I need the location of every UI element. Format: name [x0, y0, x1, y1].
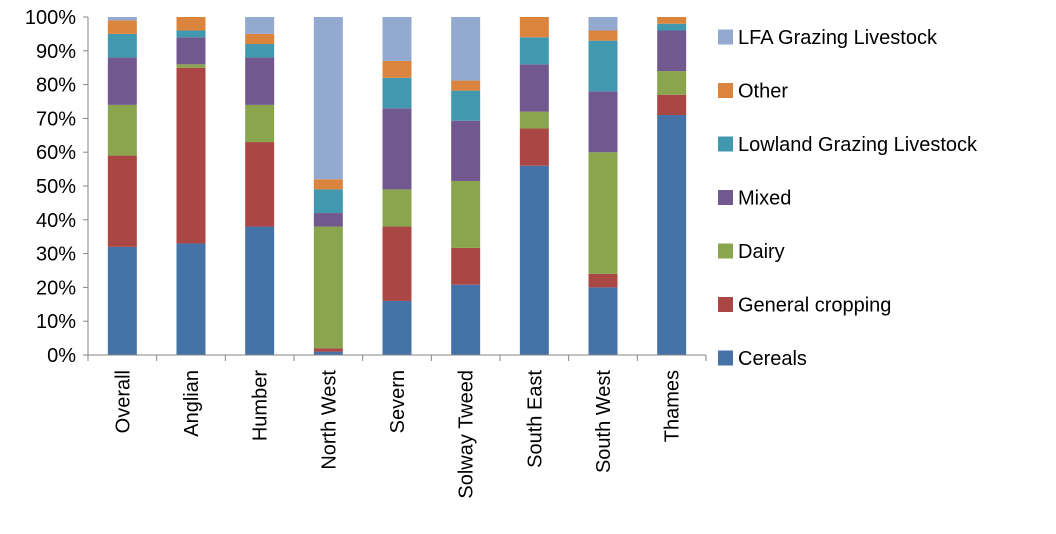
bar-segment-south-west-other: [588, 30, 618, 41]
bar-segment-south-west-mixed: [588, 91, 618, 153]
bar-segment-anglian-cereals: [176, 243, 206, 355]
legend: LFA Grazing Livestock Other Lowland Grazin…: [718, 27, 978, 370]
legend-swatch-other: [718, 83, 733, 98]
legend-swatch-lowland-grazing-livestock: [718, 136, 733, 152]
legend-swatch-dairy: [718, 243, 733, 259]
y-tick-label: 90%: [36, 41, 76, 63]
bar-segment-south-west-lfa-grazing-livestock: [588, 17, 618, 31]
x-tick-label-overall: Overall: [112, 370, 134, 433]
legend-swatch-cereals: [718, 350, 733, 366]
y-tick-label: 50%: [36, 176, 76, 198]
bar-segment-solway-tweed-general-cropping: [451, 247, 481, 285]
bar-segment-humber-dairy: [245, 104, 275, 143]
bar-segment-south-west-cereals: [588, 287, 618, 355]
bar-segment-thames-dairy: [657, 71, 687, 95]
bars-layer: [107, 17, 687, 356]
bar-segment-south-west-dairy: [588, 152, 618, 274]
bar-segment-severn-other: [382, 60, 412, 78]
bar-segment-anglian-mixed: [176, 37, 206, 65]
bar-segment-north-west-lfa-grazing-livestock: [313, 17, 343, 180]
axes-layer: 0% 10% 20% 30% 40% 50% 60% 70% 80% 90% 100% Overall…: [25, 7, 707, 499]
bar-segment-humber-other: [245, 33, 275, 45]
x-tick-label-humber: Humber: [250, 370, 272, 441]
bar-segment-anglian-dairy: [176, 64, 206, 68]
legend-label-other: Other: [738, 81, 788, 103]
bar-segment-north-west-dairy: [313, 226, 343, 349]
bar-segment-anglian-lowland-grazing-livestock: [176, 30, 206, 38]
bar-segment-severn-general-cropping: [382, 226, 412, 301]
x-tick-label-north-west: North West: [318, 370, 340, 470]
bar-segment-thames-mixed: [657, 30, 687, 72]
bar-segment-overall-cereals: [107, 246, 137, 355]
x-tick-label-thames: Thames: [662, 370, 684, 442]
bar-segment-solway-tweed-other: [451, 80, 481, 91]
bar-segment-humber-mixed: [245, 57, 275, 105]
y-tick-label: 40%: [36, 210, 76, 232]
legend-label-mixed: Mixed: [738, 188, 791, 210]
bar-segment-south-east-general-cropping: [519, 128, 549, 166]
y-tick-label: 80%: [36, 75, 76, 97]
bar-segment-anglian-general-cropping: [176, 67, 206, 244]
x-tick-label-severn: Severn: [387, 370, 409, 433]
bar-segment-humber-general-cropping: [245, 142, 275, 227]
y-tick-label: 70%: [36, 108, 76, 130]
x-tick-label-south-east: South East: [524, 370, 546, 468]
y-tick-label: 60%: [36, 142, 76, 164]
y-tick-label: 20%: [36, 277, 76, 299]
bar-segment-north-west-lowland-grazing-livestock: [313, 189, 343, 214]
y-tick-label: 10%: [36, 311, 76, 333]
bar-segment-anglian-other: [176, 17, 206, 31]
x-tick-label-solway-tweed: Solway Tweed: [456, 370, 478, 499]
legend-swatch-mixed: [718, 190, 733, 205]
legend-label-general-cropping: General cropping: [738, 295, 891, 317]
bar-segment-overall-dairy: [107, 104, 137, 156]
bar-segment-thames-other: [657, 17, 687, 24]
bar-segment-south-east-cereals: [519, 165, 549, 355]
bar-segment-humber-cereals: [245, 226, 275, 355]
legend-label-dairy: Dairy: [738, 241, 785, 263]
bar-segment-humber-lowland-grazing-livestock: [245, 44, 275, 58]
legend-label-cereals: Cereals: [738, 348, 807, 370]
bar-segment-south-east-lowland-grazing-livestock: [519, 37, 549, 65]
y-tick-label: 30%: [36, 244, 76, 266]
y-tick-label: 0%: [47, 345, 76, 367]
bar-segment-solway-tweed-lfa-grazing-livestock: [451, 17, 481, 81]
bar-segment-north-west-mixed: [313, 213, 343, 227]
bar-segment-severn-mixed: [382, 108, 412, 190]
bar-segment-south-west-general-cropping: [588, 273, 618, 288]
bar-segment-south-east-other: [519, 17, 549, 38]
legend-swatch-general-cropping: [718, 297, 733, 312]
bar-segment-solway-tweed-dairy: [451, 180, 481, 248]
legend-label-lfa-grazing-livestock: LFA Grazing Livestock: [738, 27, 938, 49]
bar-segment-severn-lfa-grazing-livestock: [382, 17, 412, 61]
bar-segment-south-west-lowland-grazing-livestock: [588, 40, 618, 92]
bar-segment-overall-other: [107, 20, 137, 34]
y-tick-label: 100%: [25, 7, 76, 29]
legend-swatch-lfa-grazing-livestock: [718, 29, 733, 45]
bar-segment-severn-lowland-grazing-livestock: [382, 77, 412, 109]
bar-segment-north-west-general-cropping: [313, 348, 343, 352]
bar-segment-overall-lfa-grazing-livestock: [107, 17, 137, 21]
bar-segment-thames-cereals: [657, 115, 687, 356]
bar-segment-overall-mixed: [107, 57, 137, 105]
bar-segment-solway-tweed-lowland-grazing-livestock: [451, 90, 481, 121]
bar-segment-north-west-cereals: [313, 351, 343, 355]
bar-segment-solway-tweed-mixed: [451, 120, 481, 181]
bar-segment-south-east-mixed: [519, 64, 549, 112]
bar-segment-north-west-other: [313, 179, 343, 190]
bar-segment-thames-lowland-grazing-livestock: [657, 23, 687, 31]
x-tick-label-anglian: Anglian: [181, 370, 203, 437]
bar-segment-overall-general-cropping: [107, 155, 137, 247]
bar-segment-overall-lowland-grazing-livestock: [107, 33, 137, 58]
bar-segment-severn-cereals: [382, 300, 412, 355]
x-tick-label-south-west: South West: [593, 370, 615, 473]
bar-segment-thames-general-cropping: [657, 94, 687, 116]
bar-segment-humber-lfa-grazing-livestock: [245, 17, 275, 34]
bar-segment-solway-tweed-cereals: [451, 284, 481, 355]
bar-segment-south-east-dairy: [519, 111, 549, 129]
legend-label-lowland-grazing-livestock: Lowland Grazing Livestock: [738, 134, 978, 156]
bar-segment-severn-dairy: [382, 189, 412, 227]
